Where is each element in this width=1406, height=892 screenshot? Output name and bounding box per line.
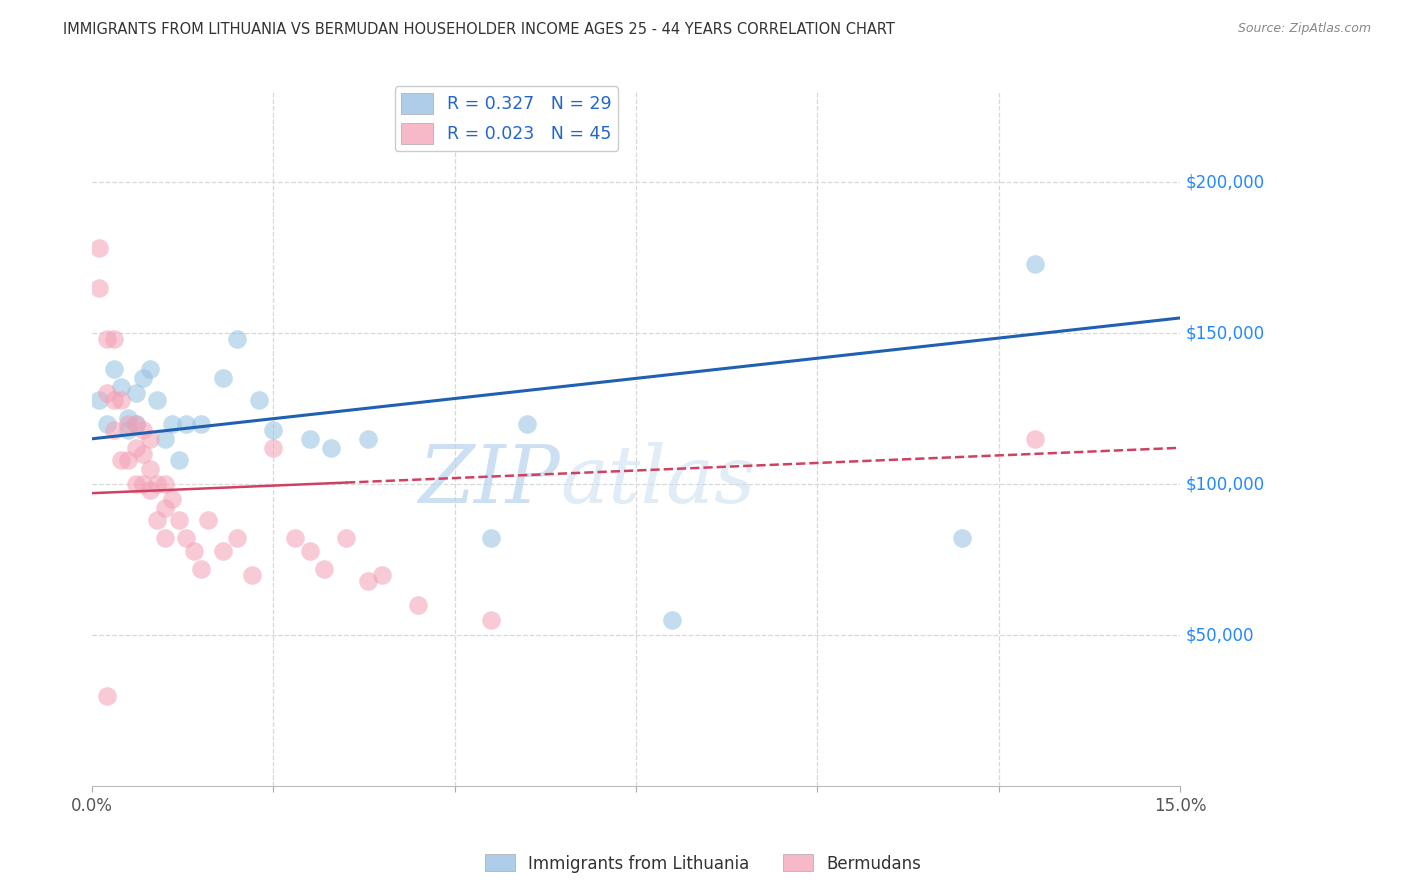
Point [139,432,162,446]
Point [146,392,169,407]
Point [132,477,155,491]
Point [408,598,430,612]
Text: $100,000: $100,000 [1185,475,1264,493]
Point [321,441,343,455]
Point [153,501,176,516]
Point [146,477,169,491]
Point [176,417,198,431]
Point [160,417,183,431]
Text: $200,000: $200,000 [1185,173,1264,191]
Point [357,432,380,446]
Point [132,423,155,437]
Point [117,410,139,425]
Point [190,417,212,431]
Point [139,462,162,476]
Point [96,386,118,401]
Point [146,513,169,527]
Point [125,386,148,401]
Point [262,441,284,455]
Point [371,567,394,582]
Point [226,332,249,346]
Point [89,392,111,407]
Point [117,453,139,467]
Point [96,689,118,703]
Point [357,574,380,588]
Point [103,423,125,437]
Point [160,492,183,507]
Point [117,417,139,431]
Point [262,423,284,437]
Point [1024,257,1046,271]
Point [314,562,336,576]
Point [132,371,155,385]
Point [950,532,973,546]
Point [197,513,219,527]
Point [247,392,270,407]
Point [226,532,249,546]
Point [284,532,307,546]
Point [110,392,132,407]
Point [298,432,321,446]
Point [167,453,190,467]
Point [211,371,233,385]
Point [139,483,162,497]
Point [153,432,176,446]
Text: IMMIGRANTS FROM LITHUANIA VS BERMUDAN HOUSEHOLDER INCOME AGES 25 - 44 YEARS CORR: IMMIGRANTS FROM LITHUANIA VS BERMUDAN HO… [63,22,896,37]
Point [125,417,148,431]
Point [110,453,132,467]
Point [125,441,148,455]
Point [96,332,118,346]
Point [1024,432,1046,446]
Text: $50,000: $50,000 [1185,626,1254,644]
Point [103,392,125,407]
Point [125,417,148,431]
Point [89,242,111,256]
Text: $150,000: $150,000 [1185,324,1264,342]
Point [132,447,155,461]
Text: Source: ZipAtlas.com: Source: ZipAtlas.com [1237,22,1371,36]
Point [298,543,321,558]
Point [96,417,118,431]
Point [139,362,162,376]
Point [103,332,125,346]
Point [167,513,190,527]
Legend: Immigrants from Lithuania, Bermudans: Immigrants from Lithuania, Bermudans [478,847,928,880]
Text: atlas: atlas [560,442,755,519]
Point [176,532,198,546]
Point [479,613,502,627]
Point [125,477,148,491]
Point [516,417,538,431]
Legend: R = 0.327   N = 29, R = 0.023   N = 45: R = 0.327 N = 29, R = 0.023 N = 45 [395,87,619,151]
Point [240,567,263,582]
Point [110,380,132,394]
Point [117,423,139,437]
Point [479,532,502,546]
Point [190,562,212,576]
Point [335,532,357,546]
Point [103,362,125,376]
Text: ZIP: ZIP [418,442,560,519]
Point [153,532,176,546]
Point [211,543,233,558]
Point [89,281,111,295]
Point [153,477,176,491]
Point [183,543,205,558]
Point [661,613,683,627]
